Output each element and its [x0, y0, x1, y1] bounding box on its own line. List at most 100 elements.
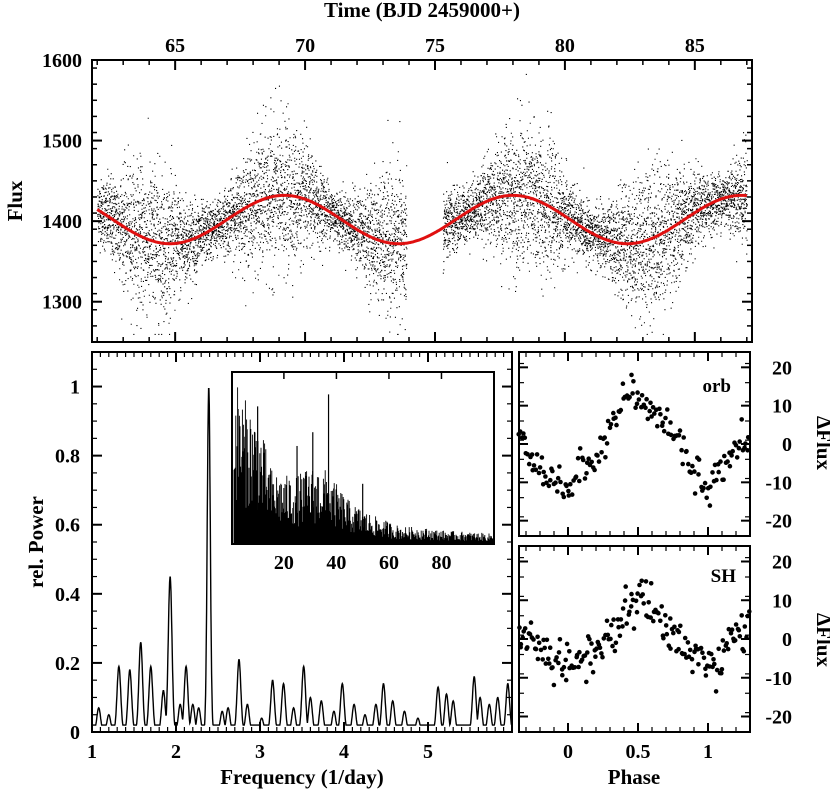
phase-point: [605, 632, 611, 638]
phase-point: [639, 393, 645, 398]
phase-point: [741, 648, 747, 654]
phase-point: [690, 669, 695, 675]
phase-point: [599, 450, 604, 455]
phase-ytick-label: -20: [765, 511, 792, 533]
phase-point: [525, 645, 530, 650]
phase-point: [589, 459, 594, 465]
phase-point: [646, 600, 651, 605]
phase-point: [668, 646, 673, 651]
phase-point: [739, 613, 744, 618]
phase-point: [586, 456, 591, 462]
phase-point: [719, 667, 725, 672]
phase-point: [640, 592, 645, 597]
phase-point: [533, 467, 539, 473]
phase-orb-frame: [518, 351, 751, 537]
phase-sh-ylabel: ΔFlux: [812, 613, 830, 668]
inset-power-lines: [233, 387, 495, 544]
phase-point: [556, 660, 561, 666]
phase-point: [588, 661, 593, 666]
phase-point: [724, 641, 729, 646]
phase-point: [611, 410, 616, 416]
phase-point: [701, 655, 707, 661]
periodogram-ytick-label: 0.8: [55, 446, 80, 468]
lightcurve-xtick-label: 75: [425, 35, 445, 57]
phase-point: [663, 415, 668, 421]
phase-point: [550, 468, 555, 474]
phase-point: [522, 435, 528, 441]
phase-point: [733, 622, 739, 627]
phase-ytick-label: -10: [765, 668, 792, 690]
phase-point: [537, 465, 543, 470]
phase-point: [548, 477, 553, 483]
phase-point: [736, 627, 742, 633]
phase-point: [729, 453, 734, 458]
phase-point: [719, 670, 724, 676]
periodogram-frame: [91, 351, 513, 733]
phase-point: [602, 435, 607, 440]
phase-point: [629, 372, 634, 378]
phase-point: [713, 689, 719, 694]
phase-point: [542, 645, 547, 651]
phase-point: [527, 631, 533, 637]
phase-point: [522, 626, 528, 631]
phase-point: [684, 448, 689, 454]
phase-point: [733, 442, 739, 448]
phase-point: [554, 655, 559, 660]
phase-point: [728, 630, 734, 636]
phase-point: [639, 578, 644, 584]
phase-xtick-label: 0.5: [626, 741, 651, 763]
phase-point: [682, 651, 687, 657]
phase-point: [555, 489, 560, 494]
lightcurve-xtick-label: 70: [295, 35, 315, 57]
phase-point: [560, 672, 565, 678]
phase-point: [725, 646, 731, 652]
phase-point: [544, 480, 549, 486]
phase-ytick-label: 20: [772, 552, 792, 574]
phase-point: [708, 484, 713, 490]
phase-point: [663, 623, 669, 628]
phase-point: [668, 616, 673, 621]
phase-xtick-label: 1: [703, 741, 713, 763]
phase-point: [555, 475, 561, 481]
inset-xtick-label: 80: [431, 552, 451, 574]
phase-point: [623, 584, 628, 589]
phase-point: [617, 633, 623, 639]
phase-point: [585, 650, 590, 655]
phase-point: [643, 579, 649, 584]
phase-point: [744, 635, 749, 640]
phase-ytick-label: 0: [782, 629, 792, 651]
phase-point: [572, 665, 578, 670]
phase-point: [652, 411, 657, 416]
phase-point: [618, 617, 624, 622]
phase-ytick-label: -10: [765, 472, 792, 494]
phase-point: [648, 400, 653, 406]
phase-point: [686, 461, 691, 467]
phase-point: [676, 433, 682, 438]
phase-point: [590, 669, 596, 675]
phase-point: [620, 606, 626, 611]
phase-point: [603, 455, 608, 460]
phase-point: [648, 615, 653, 620]
phase-point: [633, 598, 639, 604]
phase-point: [743, 441, 748, 446]
phase-point: [573, 474, 579, 480]
phase-point: [575, 455, 581, 461]
phase-point: [608, 636, 613, 642]
phase-point: [696, 662, 701, 667]
phase-point: [612, 648, 618, 654]
lightcurve-flux-points: [97, 73, 748, 336]
phase-point: [727, 463, 733, 469]
phase-point: [685, 640, 691, 645]
periodogram-ytick-label: 0.2: [55, 653, 80, 675]
phase-point: [714, 667, 720, 673]
inset-frame: [231, 371, 495, 545]
phase-point: [745, 613, 750, 619]
phase-point: [704, 495, 709, 501]
phase-point: [650, 405, 656, 410]
phase-point: [600, 654, 605, 660]
phase-point: [648, 581, 654, 586]
phase-point: [657, 406, 662, 412]
phase-point: [543, 474, 548, 479]
phase-point: [702, 480, 708, 486]
